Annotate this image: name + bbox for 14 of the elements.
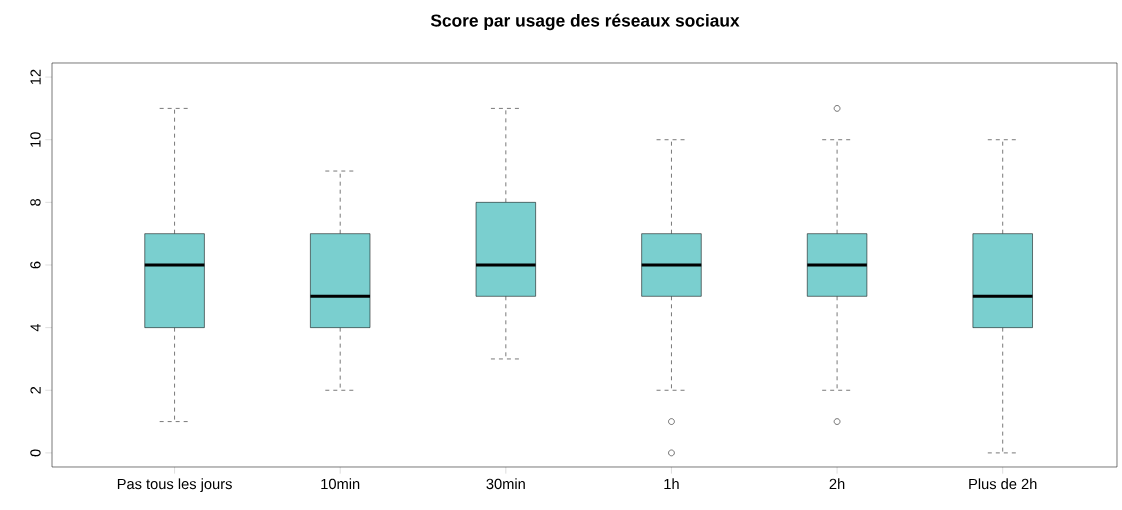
x-tick-label: 10min — [321, 478, 360, 490]
x-tick-label: Plus de 2h — [969, 478, 1037, 490]
y-tick-label: 4 — [30, 323, 41, 332]
y-tick-label: 0 — [30, 449, 41, 457]
y-tick-label: 6 — [30, 261, 41, 269]
y-tick-label: 12 — [30, 69, 41, 85]
x-tick-label: Pas tous les jours — [117, 478, 232, 493]
y-tick-label: 2 — [30, 386, 41, 394]
x-tick-label: 1h — [664, 478, 679, 489]
y-tick-label: 8 — [30, 198, 41, 206]
y-tick-label: 10 — [30, 132, 41, 147]
chart-title: Score par usage des réseaux sociaux — [430, 13, 740, 31]
x-tick-label: 30min — [486, 478, 525, 490]
x-tick-label: 2h — [829, 478, 845, 489]
